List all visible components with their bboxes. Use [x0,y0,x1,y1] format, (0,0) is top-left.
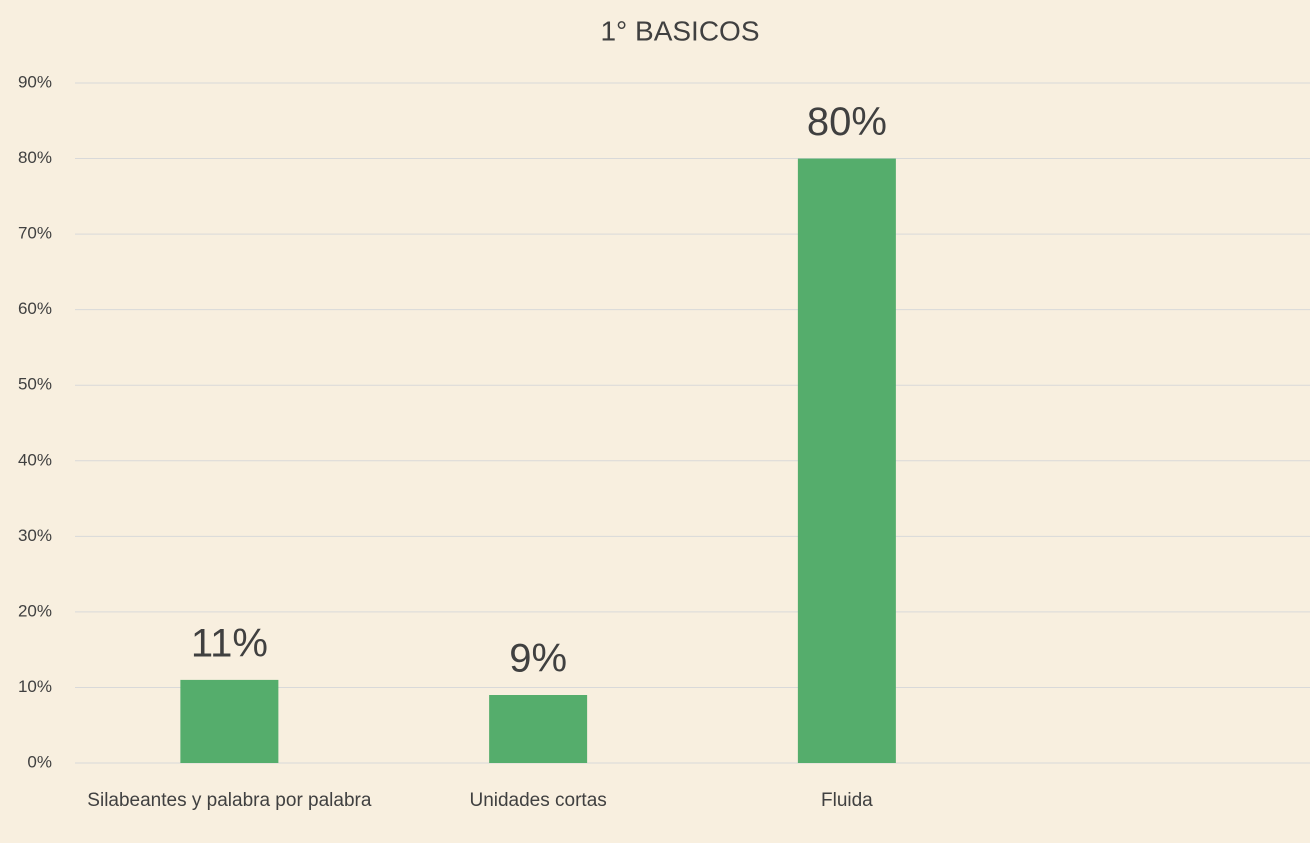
chart-title: 1° BASICOS [600,15,759,46]
bar [489,695,588,763]
y-tick-label: 20% [18,601,52,620]
y-tick-label: 0% [27,752,52,771]
y-tick-label: 30% [18,526,52,545]
y-tick-label: 90% [18,72,52,91]
x-tick-label: Fluida [821,790,873,811]
bar [180,679,279,763]
y-tick-label: 70% [18,224,52,243]
y-tick-label: 50% [18,375,52,394]
data-label: 80% [807,100,887,144]
bar [797,158,896,764]
x-tick-label: Silabeantes y palabra por palabra [87,790,372,811]
x-tick-label: Unidades cortas [469,790,607,811]
y-tick-label: 80% [18,148,52,167]
y-tick-label: 60% [18,299,52,318]
y-tick-label: 40% [18,450,52,469]
data-label: 9% [509,637,567,681]
y-tick-label: 10% [18,677,52,696]
data-label: 11% [191,621,268,665]
